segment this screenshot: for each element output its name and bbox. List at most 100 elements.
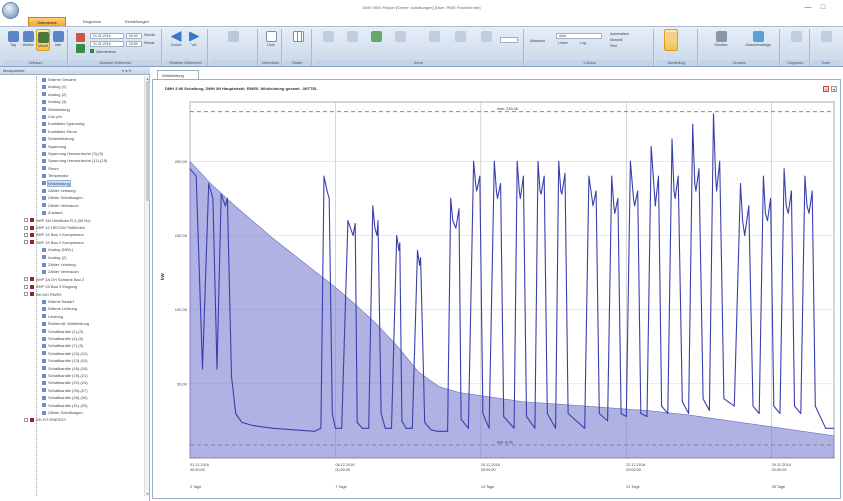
tree-item[interactable]: Zustand (42, 209, 62, 216)
expand-icon[interactable] (24, 292, 28, 297)
maximize-button[interactable]: □ (820, 4, 826, 11)
curve-wave-button[interactable] (476, 29, 496, 51)
tree-item[interactable]: Wirkleistung (42, 179, 71, 187)
tree-item[interactable]: Temperatur (42, 172, 68, 179)
extra-button[interactable] (220, 29, 246, 51)
curve-area-button[interactable] (342, 29, 362, 51)
tree-item[interactable]: Strom (42, 165, 59, 172)
scroll-down-icon[interactable]: ▾ (146, 491, 149, 496)
tree-item[interactable]: Zähler Leistung (42, 187, 76, 194)
tab-einstellungen[interactable]: Einstellungen (124, 19, 150, 24)
tree-item[interactable]: Analog (2) (42, 91, 66, 98)
tree-item[interactable]: Zähler Verbrauch (42, 202, 79, 209)
expand-icon[interactable] (24, 225, 28, 230)
end-button[interactable] (815, 29, 837, 51)
tree-item[interactable]: Spannung Harmonische (11)-(15) (42, 157, 107, 164)
tree-item[interactable]: BHP 1M Gebläuse R.3 (50 Hz) (24, 217, 91, 224)
line-width-button[interactable]: Linie (262, 29, 280, 51)
tree-item[interactable]: Analog (NWL) (42, 246, 73, 253)
tab-diagramm[interactable]: Diagramm (82, 19, 102, 24)
document-tab[interactable]: Wirkleistung (157, 70, 199, 79)
day-button[interactable]: Tag (6, 29, 20, 51)
grid-button[interactable] (286, 29, 310, 51)
tree-item[interactable]: Wärme Gesamt (42, 76, 76, 83)
curve-value-field[interactable] (500, 37, 518, 43)
tree-item[interactable]: Schaltkanäle (28)-(30) (42, 394, 88, 401)
tree-item[interactable]: Zähler Schaltungen (42, 409, 83, 416)
y-max-field[interactable]: Auto (556, 33, 602, 39)
calendar-to-icon[interactable] (76, 44, 85, 53)
from-date-field[interactable]: 01.01.2016 (90, 33, 124, 39)
tree-item[interactable]: BHP 12 HECOM Tiefkühlen (24, 224, 85, 231)
diagram-button[interactable] (785, 29, 807, 51)
curve-pen-button[interactable] (424, 29, 444, 51)
from-time-field[interactable]: 00:00 (126, 33, 142, 39)
tree-item[interactable]: Spannung (42, 143, 66, 150)
expand-icon[interactable] (24, 232, 28, 237)
tree-item[interactable]: Spannung Harmonische (3)-(9) (42, 150, 103, 157)
expand-icon[interactable] (24, 417, 28, 422)
tree-item[interactable]: Schaltkanäle (1)-(3) (42, 328, 83, 335)
print-button[interactable]: Drucken (704, 29, 738, 51)
scale-log-radio[interactable]: Log (580, 41, 586, 45)
tree-item[interactable]: BHP 2A DH Schrank Bau 2 (24, 276, 84, 283)
tree-item[interactable]: Schaltkanäle (10)-(12) (42, 350, 88, 357)
panel-controls[interactable]: ▾ ◂ ✕ (122, 68, 132, 73)
week-button[interactable]: Woche (21, 29, 35, 51)
tree-item[interactable]: Schaltkanäle (7)-(9) (42, 342, 83, 349)
tree-item[interactable]: BHP 15 Bau 2 Kompressor (24, 239, 84, 246)
tree-item[interactable]: Zähler Verbrauch (42, 268, 79, 275)
clipboard-button[interactable]: Zwischenablage (740, 29, 776, 51)
expand-icon[interactable] (24, 284, 28, 289)
tree-item[interactable]: BH-FG ENERGY (24, 416, 66, 423)
tree-item[interactable]: Wirkleistung (42, 106, 70, 113)
to-date-field[interactable]: 31.01.2016 (90, 41, 124, 47)
tree-item[interactable]: Cos phi (42, 113, 62, 120)
manual-radio[interactable]: Manuell (610, 38, 623, 42)
scroll-up-icon[interactable]: ▴ (146, 76, 149, 81)
display-button[interactable] (664, 29, 678, 51)
scale-linear-radio[interactable]: Linear (558, 41, 568, 45)
back-button[interactable]: Zurück (168, 29, 184, 51)
tree-item[interactable]: Analog (3) (42, 98, 66, 105)
tree-item[interactable]: Wärme Bedarf (42, 298, 74, 305)
to-time-field[interactable]: 23:59 (126, 41, 142, 47)
tree-item[interactable]: Wärme Leistung (42, 305, 77, 312)
calendar-from-icon[interactable] (76, 33, 85, 42)
tree-item[interactable]: Schaltkanäle (31)-(33) (42, 402, 88, 409)
chart-options-icon[interactable]: ▾ (831, 86, 837, 92)
tree-item[interactable]: Schaltkanäle (4)-(6) (42, 335, 83, 342)
expand-icon[interactable] (24, 277, 28, 282)
tree-item[interactable]: Analog (2) (42, 254, 66, 261)
tree-item[interactable]: Schaltkanäle (25)-(27) (42, 387, 88, 394)
tree-item[interactable]: Zähler Leistung (42, 261, 76, 268)
minimize-button[interactable]: — (804, 4, 812, 11)
year-button[interactable]: Jahr (51, 29, 65, 51)
tree-item[interactable]: BHP 28 Bau 3 Eingang (24, 283, 77, 290)
tree-item[interactable]: Kontakter Strom (42, 128, 77, 135)
close-chart-icon[interactable]: × (823, 86, 829, 92)
month-button[interactable]: Monat (36, 29, 50, 51)
tree-item[interactable]: Scheinleistung (42, 135, 74, 142)
tree-item[interactable]: Schaltkanäle (22)-(24) (42, 379, 88, 386)
auto-radio[interactable]: Automatisch (610, 32, 630, 36)
tree-item[interactable]: BHP 14 Bau 1 Kompressor (24, 231, 84, 238)
tree-item[interactable]: BH-NO RWE0 (24, 291, 61, 298)
app-menu-icon[interactable] (2, 2, 19, 19)
scrollbar-thumb[interactable] (145, 81, 150, 201)
tree-item[interactable]: Leistung (42, 313, 63, 320)
tree-scrollbar[interactable]: ▴ ▾ (144, 76, 150, 496)
curve-line-button[interactable] (318, 29, 338, 51)
tree-item[interactable]: Zähler Schaltungen (42, 194, 83, 201)
tree-item[interactable]: Analog (1) (42, 83, 66, 90)
curve-step-button[interactable] (390, 29, 410, 51)
tree-item[interactable]: Schaltkanäle (19)-(21) (42, 372, 88, 379)
tree-item[interactable]: Schaltkanäle (13)-(15) (42, 357, 88, 364)
expand-icon[interactable] (24, 240, 28, 245)
forward-button[interactable]: Vor (186, 29, 202, 51)
expand-icon[interactable] (24, 218, 28, 223)
tree-item[interactable]: Kontakter Spannung (42, 120, 84, 127)
tree-item[interactable]: Schaltkanäle (16)-(18) (42, 365, 88, 372)
curve-trend-button[interactable] (450, 29, 470, 51)
